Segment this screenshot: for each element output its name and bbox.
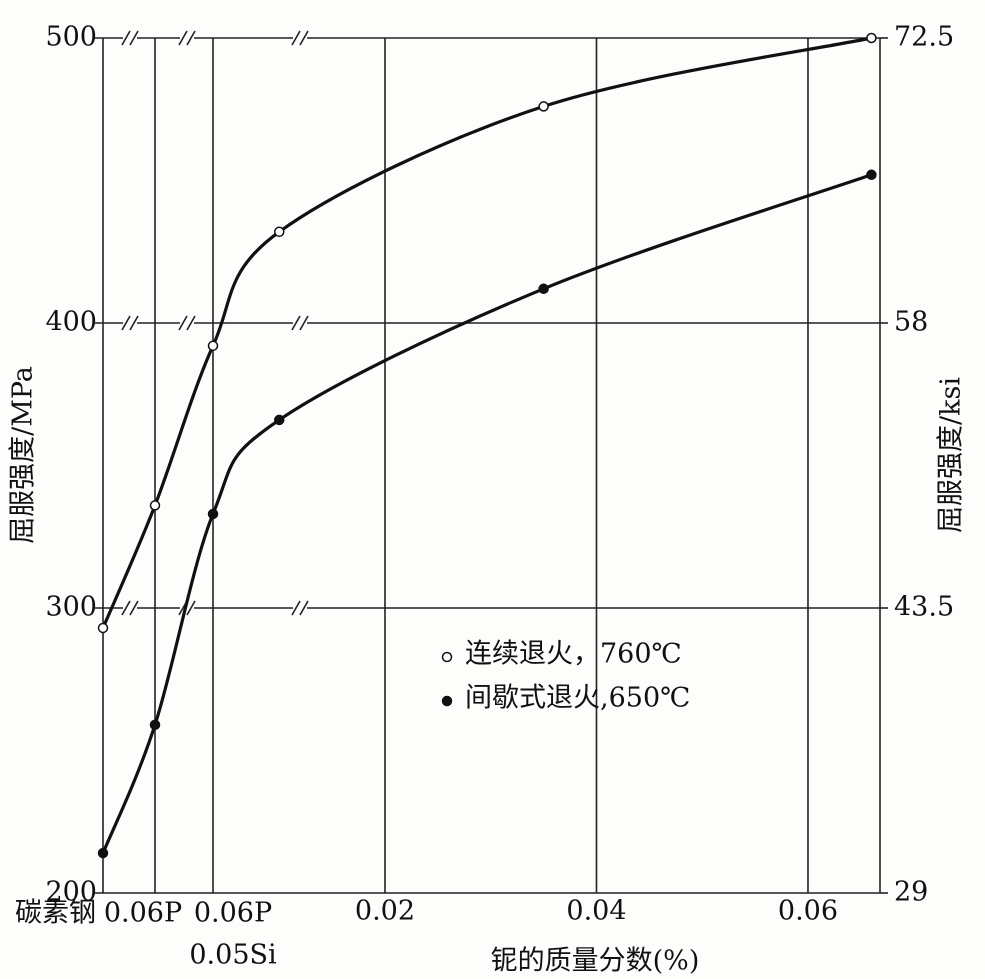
data-point	[538, 101, 549, 112]
x-category-label: 0.06P	[104, 898, 182, 929]
data-point	[207, 340, 219, 352]
y2-tick-label: 72.5	[894, 22, 954, 53]
axis-break-mark	[129, 600, 139, 616]
data-point	[866, 32, 877, 44]
axis-break-mark	[186, 600, 196, 616]
x-tick-label: 0.02	[355, 896, 415, 927]
data-point	[149, 500, 161, 511]
y2-axis-label: 屈服强度/ksi	[936, 377, 967, 533]
axis-break	[293, 317, 307, 329]
axis-break-mark	[129, 315, 139, 331]
x-tick-label: 0.06	[778, 896, 838, 927]
axis-break-mark	[121, 600, 131, 616]
x-category-label: 碳素钢	[15, 898, 96, 929]
axis-break-mark	[178, 315, 188, 331]
axis-break	[123, 602, 137, 614]
axis-break	[293, 32, 307, 44]
data-point	[149, 719, 161, 731]
data-point	[273, 414, 285, 426]
axis-break-mark	[186, 30, 196, 46]
y-axis-label: 屈服强度/MPa	[8, 366, 39, 544]
series-line	[101, 36, 872, 629]
axis-break-mark	[299, 600, 309, 616]
legend-label: 间歇式退火,650℃	[465, 683, 690, 714]
legend-label: 连续退火，760℃	[465, 639, 682, 670]
series-line	[101, 173, 872, 854]
legend-marker	[441, 695, 453, 707]
axis-break	[293, 602, 307, 614]
axis-break-mark	[291, 315, 301, 331]
x-category-label: 0.05Si	[189, 940, 277, 971]
axis-break-mark	[129, 30, 139, 46]
y-tick-label: 400	[45, 307, 97, 338]
x-tick-label: 0.04	[566, 896, 626, 927]
data-point	[207, 508, 219, 520]
axis-break-mark	[299, 315, 309, 331]
y-tick-label: 300	[45, 592, 97, 623]
axis-break	[180, 32, 194, 44]
y2-tick-label: 43.5	[894, 592, 954, 623]
axis-break-mark	[299, 30, 309, 46]
axis-break-mark	[186, 315, 196, 331]
data-point	[97, 847, 109, 859]
data-point	[866, 169, 877, 181]
axis-break	[123, 32, 137, 44]
axis-break-mark	[291, 30, 301, 46]
y2-tick-label: 29	[894, 877, 928, 908]
axis-break-mark	[291, 600, 301, 616]
axis-break	[180, 317, 194, 329]
axis-break-mark	[121, 315, 131, 331]
legend-marker	[441, 651, 453, 663]
y-tick-label: 500	[45, 22, 97, 53]
data-point	[97, 622, 109, 634]
axis-break-mark	[178, 30, 188, 46]
y-tick-label: 200	[45, 877, 97, 908]
data-point	[273, 226, 285, 238]
x-category-label: 0.06P	[194, 898, 272, 929]
y2-tick-label: 58	[894, 307, 928, 338]
x-axis-label: 铌的质量分数(%)	[491, 946, 700, 977]
axis-break-mark	[121, 30, 131, 46]
data-point	[538, 283, 549, 295]
axis-break	[123, 317, 137, 329]
